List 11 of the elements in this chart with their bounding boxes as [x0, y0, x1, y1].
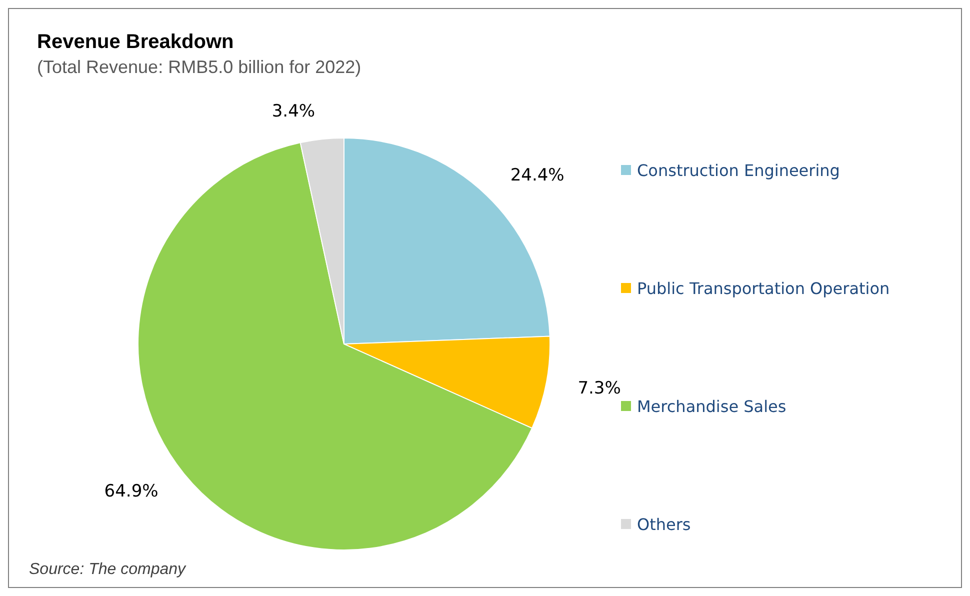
data-label: 24.4%	[510, 165, 564, 186]
source-note: Source: The company	[29, 561, 186, 579]
legend-label: Construction Engineering	[637, 160, 840, 180]
legend-label: Others	[637, 514, 691, 534]
data-label: 3.4%	[272, 101, 316, 122]
legend-label: Merchandise Sales	[637, 396, 786, 416]
chart-title: Revenue Breakdown	[37, 31, 234, 54]
data-label: 7.3%	[578, 378, 621, 399]
chart-subtitle: (Total Revenue: RMB5.0 billion for 2022)	[37, 57, 362, 78]
data-label: 64.9%	[104, 481, 158, 502]
legend-label: Public Transportation Operation	[637, 278, 890, 298]
